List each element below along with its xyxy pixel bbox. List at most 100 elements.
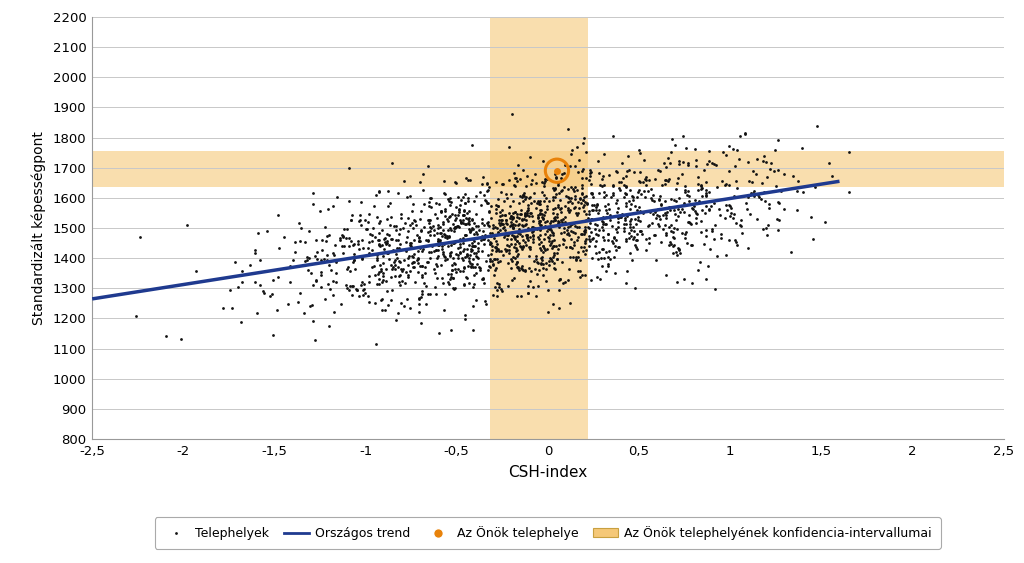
Point [515, 242, 531, 251]
Point [482, 238, 499, 247]
Point [387, 261, 403, 270]
Point [436, 306, 453, 315]
Point [411, 236, 427, 245]
Point [326, 307, 342, 316]
Point [609, 195, 626, 204]
Point [609, 167, 626, 176]
Point [591, 248, 607, 257]
Point [561, 205, 578, 215]
Point [503, 212, 519, 221]
Point [270, 211, 287, 220]
Point [468, 222, 484, 231]
Point [445, 253, 462, 262]
Point [567, 256, 584, 265]
Point [455, 267, 471, 276]
Point [445, 226, 462, 235]
Point [529, 270, 546, 279]
Point [750, 155, 766, 164]
Point [564, 252, 581, 261]
Point [460, 214, 476, 223]
Point [759, 173, 775, 182]
Point [349, 285, 366, 294]
Point [544, 236, 560, 245]
Point [350, 292, 367, 301]
Point [508, 243, 524, 252]
Point [493, 218, 509, 227]
Point [574, 195, 591, 204]
Point [406, 258, 422, 267]
Point [488, 240, 505, 249]
Point [421, 219, 437, 228]
Point [599, 235, 615, 244]
Point [629, 230, 645, 239]
Point [455, 236, 471, 245]
Point [461, 220, 477, 229]
Point [518, 240, 535, 249]
Point [501, 245, 517, 254]
Point [420, 257, 436, 266]
Point [805, 234, 821, 243]
Point [630, 213, 646, 222]
Point [255, 287, 271, 296]
Point [444, 266, 461, 275]
Point [373, 296, 389, 305]
Point [325, 277, 341, 286]
Point [668, 185, 684, 194]
Point [632, 226, 648, 235]
Point [335, 232, 351, 241]
Point [447, 213, 464, 222]
Point [459, 251, 475, 260]
Point [479, 266, 496, 275]
Point [443, 272, 460, 282]
Point [481, 221, 498, 230]
Point [510, 265, 526, 274]
Point [510, 220, 526, 229]
Point [513, 215, 529, 224]
Point [596, 150, 612, 159]
Point [316, 222, 333, 231]
Point [262, 291, 279, 300]
Point [291, 218, 307, 227]
Point [622, 209, 638, 218]
Point [537, 175, 553, 184]
Point [517, 212, 534, 221]
Point [345, 240, 361, 249]
Point [594, 181, 610, 190]
Point [702, 202, 719, 211]
Point [620, 211, 636, 220]
Point [454, 254, 470, 263]
Point [728, 183, 744, 192]
Point [612, 213, 629, 222]
Point [552, 195, 568, 204]
Point [703, 227, 720, 236]
Point [769, 226, 785, 235]
Point [588, 229, 604, 238]
Point [472, 264, 488, 273]
Point [554, 170, 570, 179]
Point [470, 239, 486, 248]
Point [441, 212, 458, 221]
Point [476, 240, 493, 249]
Point [401, 266, 418, 275]
Point [569, 167, 586, 176]
Point [395, 224, 412, 233]
Point [761, 199, 777, 208]
Point [440, 242, 457, 251]
Point [506, 232, 522, 241]
Point [247, 277, 263, 286]
Point [598, 267, 614, 276]
Point [621, 166, 637, 175]
Point [414, 246, 430, 255]
Point [643, 218, 659, 227]
Point [426, 282, 442, 291]
Point [693, 180, 710, 189]
Point [371, 235, 387, 244]
Point [404, 263, 421, 272]
Point [596, 201, 612, 210]
Point [573, 184, 590, 193]
Point [729, 240, 745, 249]
Point [455, 247, 471, 256]
Point [584, 180, 600, 189]
Point [329, 193, 345, 202]
Point [532, 259, 549, 268]
